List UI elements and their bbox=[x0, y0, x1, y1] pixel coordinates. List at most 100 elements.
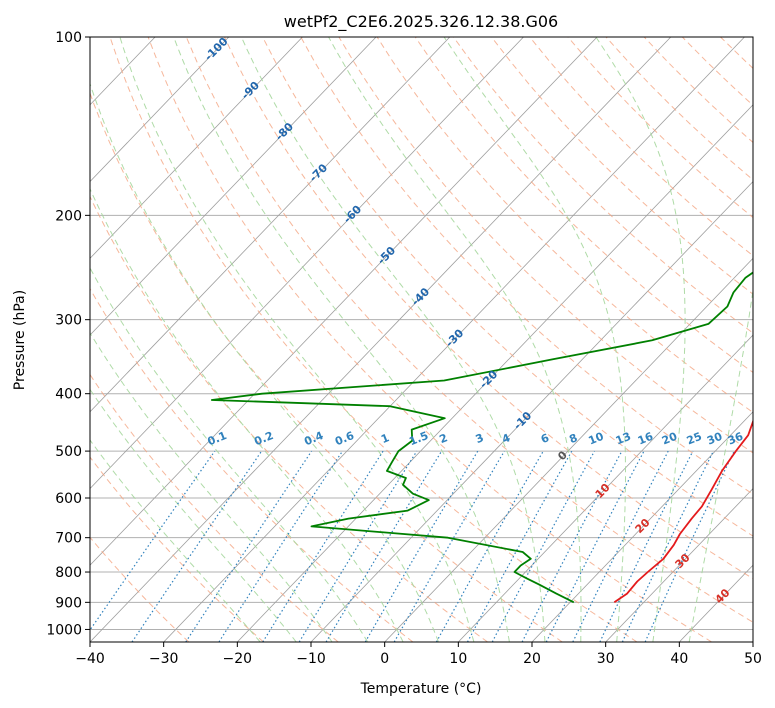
isotherm-line bbox=[90, 37, 230, 183]
moist-adiabat-line bbox=[90, 82, 439, 642]
mixing-ratio-line bbox=[545, 450, 645, 642]
y-tick-label: 1000 bbox=[46, 622, 82, 638]
mixing-ratio-label: 20 bbox=[660, 430, 679, 448]
mixing-ratio-label: 0.2 bbox=[252, 429, 275, 448]
mixing-ratio-line bbox=[90, 450, 216, 632]
dry-adiabat-line bbox=[109, 37, 638, 642]
dry-adiabat-line bbox=[185, 37, 753, 623]
mixing-ratio-line bbox=[262, 450, 384, 642]
isotherm-line bbox=[90, 37, 451, 413]
dry-adiabat-line bbox=[759, 37, 775, 642]
moist-adiabat-line bbox=[119, 37, 475, 642]
moist-adiabat-line bbox=[90, 439, 261, 642]
mixing-ratio-line bbox=[621, 450, 714, 642]
dry-adiabat-line bbox=[147, 37, 712, 642]
y-tick-label: 500 bbox=[55, 444, 82, 460]
dry-adiabat-line bbox=[720, 37, 753, 69]
dry-adiabat-line bbox=[90, 456, 264, 642]
dry-adiabat-line bbox=[567, 37, 753, 219]
mixing-ratio-label: 36 bbox=[726, 430, 745, 448]
x-tick-label: 40 bbox=[670, 651, 688, 667]
dry-adiabat-line bbox=[491, 37, 753, 295]
mixing-ratio-lines bbox=[90, 450, 735, 642]
mixing-ratio-label: 30 bbox=[705, 430, 724, 448]
x-axis-title: Temperature (°C) bbox=[360, 681, 482, 697]
x-tick-label: 10 bbox=[449, 651, 467, 667]
dry-adiabat-line bbox=[300, 37, 753, 495]
moist-adiabat-lines bbox=[90, 37, 753, 642]
chart-title: wetPf2_C2E6.2025.326.12.38.G06 bbox=[284, 12, 558, 32]
dry-adiabat-line bbox=[376, 37, 753, 413]
mixing-ratio-label: 6 bbox=[539, 431, 551, 446]
isotherm-line bbox=[0, 37, 8, 642]
moist-adiabat-line bbox=[173, 37, 510, 642]
mixing-ratio-label: 0.1 bbox=[206, 429, 229, 448]
isotherm-line bbox=[90, 37, 377, 336]
mixing-ratio-label: 2 bbox=[438, 431, 450, 446]
plot-area: -100-90-80-70-60-50-40-30-20-10010203040… bbox=[0, 37, 775, 642]
y-tick-label: 400 bbox=[55, 387, 82, 403]
x-tick-label: −30 bbox=[149, 651, 179, 667]
moist-adiabat-line bbox=[688, 287, 753, 642]
mixing-ratio-label: 25 bbox=[685, 430, 704, 448]
dry-adiabat-line bbox=[90, 195, 488, 642]
isotherm-lines bbox=[0, 37, 753, 642]
x-tick-label: 0 bbox=[380, 651, 389, 667]
isotherm-line bbox=[90, 37, 524, 490]
dry-adiabat-line bbox=[414, 37, 753, 374]
moist-adiabat-line bbox=[90, 332, 333, 642]
isotherm-line bbox=[90, 37, 672, 642]
y-tick-label: 100 bbox=[55, 30, 82, 46]
y-tick-label: 200 bbox=[55, 208, 82, 224]
dry-adiabat-line bbox=[338, 37, 753, 454]
mixing-ratio-line bbox=[298, 450, 418, 642]
x-tick-label: −40 bbox=[75, 651, 105, 667]
dry-adiabat-line bbox=[643, 37, 753, 144]
isotherm-line bbox=[237, 104, 753, 642]
x-axis: −40 −30 −20 −10 0 10 20 30 40 50 bbox=[75, 642, 762, 667]
dry-adiabat-line bbox=[90, 91, 563, 642]
mixing-ratio-label: 10 bbox=[587, 430, 606, 448]
mixing-ratio-label: 3 bbox=[474, 431, 486, 446]
isotherm-line bbox=[458, 334, 753, 642]
y-axis-title: Pressure (hPa) bbox=[12, 290, 28, 390]
y-tick-label: 600 bbox=[55, 491, 82, 507]
mixing-ratio-line bbox=[644, 450, 735, 642]
isotherm-line bbox=[752, 641, 753, 642]
moist-adiabat-line bbox=[595, 37, 686, 642]
moist-adiabat-line bbox=[240, 37, 546, 642]
x-tick-label: 50 bbox=[744, 651, 762, 667]
isotherm-line bbox=[531, 411, 753, 642]
y-tick-label: 700 bbox=[55, 531, 82, 547]
mixing-ratio-line bbox=[435, 450, 544, 642]
moist-adiabat-line bbox=[443, 37, 626, 642]
dry-adiabat-lines bbox=[90, 37, 775, 642]
moist-adiabat-line bbox=[90, 266, 369, 642]
y-tick-label: 800 bbox=[55, 565, 82, 581]
pressure-gridlines bbox=[90, 37, 753, 630]
isotherm-line bbox=[90, 37, 303, 259]
isotherm-line bbox=[163, 37, 745, 642]
x-tick-label: 30 bbox=[597, 651, 615, 667]
dry-adiabat-line bbox=[605, 37, 753, 181]
dry-adiabat-line bbox=[90, 287, 414, 642]
x-tick-label: −10 bbox=[296, 651, 326, 667]
y-axis: 100 200 300 400 500 600 700 800 900 1000 bbox=[46, 30, 90, 638]
dry-adiabat-line bbox=[452, 37, 753, 334]
mixing-ratio-label: 4 bbox=[500, 431, 512, 446]
mixing-ratio-label: 1 bbox=[379, 431, 391, 446]
dewpoint-profile bbox=[210, 271, 753, 604]
isotherm-line bbox=[90, 37, 598, 566]
isotherm-line bbox=[384, 257, 753, 642]
mixing-ratio-line bbox=[393, 450, 505, 642]
mixing-ratio-label: 13 bbox=[614, 430, 633, 448]
plot-frame bbox=[89, 36, 754, 643]
mixing-ratio-labels: 0.1 0.2 0.4 0.6 1 1.5 2 3 4 6 8 10 13 16 20 25 30 36 bbox=[206, 429, 746, 449]
mixing-ratio-label: 8 bbox=[567, 431, 579, 446]
mixing-ratio-line bbox=[218, 450, 343, 642]
x-tick-label: 20 bbox=[523, 651, 541, 667]
mixing-ratio-line bbox=[131, 450, 263, 642]
isotherm-line bbox=[605, 487, 753, 642]
